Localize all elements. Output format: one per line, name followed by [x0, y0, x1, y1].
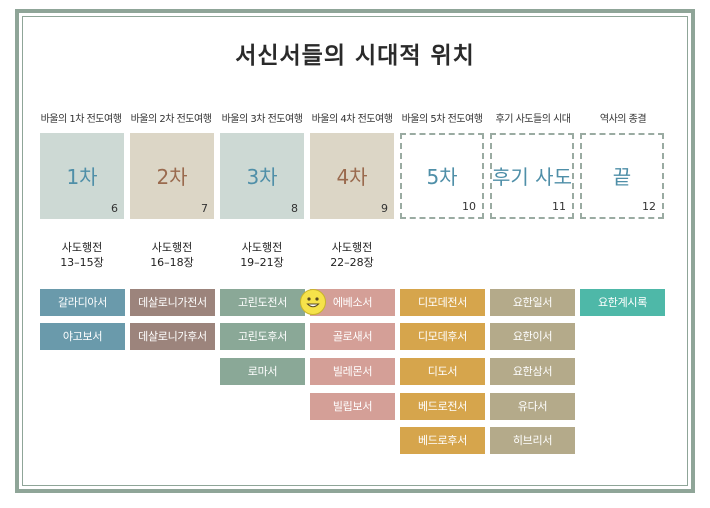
- journey-box-number: 12: [642, 200, 656, 213]
- journey-box-label: 5차: [426, 165, 458, 189]
- book-tag-2-corinthians: 고린도후서: [220, 323, 305, 350]
- journey-box-number: 11: [552, 200, 566, 213]
- book-tag-2-peter: 베드로후서: [400, 427, 485, 454]
- column-label-3: 바울의 3차 전도여행: [221, 114, 303, 125]
- outer-frame: [15, 9, 695, 493]
- acts-chapters: 22–28장: [330, 256, 374, 269]
- column-label-6: 후기 사도들의 시대: [495, 114, 571, 125]
- journey-box-1: 1차 6: [40, 133, 124, 219]
- acts-reference-3: 사도행전 19–21장: [218, 240, 306, 270]
- column-label-5: 바울의 5차 전도여행: [401, 114, 483, 125]
- book-tag-2-john: 요한이서: [490, 323, 575, 350]
- column-label-7: 역사의 종결: [599, 114, 647, 125]
- column-label-4: 바울의 4차 전도여행: [311, 114, 393, 125]
- journey-box-2: 2차 7: [130, 133, 214, 219]
- acts-chapters: 16–18장: [150, 256, 194, 269]
- acts-reference-4: 사도행전 22–28장: [308, 240, 396, 270]
- acts-book: 사도행전: [151, 241, 193, 254]
- book-tag-hebrews: 히브리서: [490, 427, 575, 454]
- journey-box-label: 1차: [66, 165, 98, 189]
- book-tag-philemon: 빌레몬서: [310, 358, 395, 385]
- acts-chapters: 13–15장: [60, 256, 104, 269]
- book-tag-2-thessalonians: 데살로니가후서: [130, 323, 215, 350]
- inner-frame: [22, 16, 688, 486]
- journey-box-7: 끝 12: [580, 133, 664, 219]
- journey-box-label: 후기 사도: [492, 165, 572, 189]
- journey-box-3: 3차 8: [220, 133, 304, 219]
- column-label-1: 바울의 1차 전도여행: [40, 114, 122, 125]
- acts-reference-1: 사도행전 13–15장: [38, 240, 126, 270]
- journey-box-label: 2차: [156, 165, 188, 189]
- journey-box-6: 후기 사도 11: [490, 133, 574, 219]
- acts-book: 사도행전: [61, 241, 103, 254]
- journey-box-number: 8: [291, 202, 298, 215]
- book-tag-1-timothy: 디모데전서: [400, 289, 485, 316]
- column-label-2: 바울의 2차 전도여행: [130, 114, 212, 125]
- book-tag-romans: 로마서: [220, 358, 305, 385]
- book-tag-philippians: 빌립보서: [310, 393, 395, 420]
- book-tag-1-corinthians: 고린도전서: [220, 289, 305, 316]
- acts-book: 사도행전: [331, 241, 373, 254]
- book-tag-3-john: 요한삼서: [490, 358, 575, 385]
- book-tag-titus: 디도서: [400, 358, 485, 385]
- book-tag-1-thessalonians: 데살로니가전서: [130, 289, 215, 316]
- journey-box-number: 9: [381, 202, 388, 215]
- journey-box-label: 끝: [612, 165, 632, 189]
- book-tag-colossians: 골로새서: [310, 323, 395, 350]
- journey-box-label: 4차: [336, 165, 368, 189]
- book-tag-james: 야고보서: [40, 323, 125, 350]
- book-tag-jude: 유다서: [490, 393, 575, 420]
- journey-box-4: 4차 9: [310, 133, 394, 219]
- acts-reference-2: 사도행전 16–18장: [128, 240, 216, 270]
- acts-book: 사도행전: [241, 241, 283, 254]
- journey-box-number: 7: [201, 202, 208, 215]
- journey-box-5: 5차 10: [400, 133, 484, 219]
- journey-box-number: 10: [462, 200, 476, 213]
- smiley-face-icon: [300, 289, 326, 315]
- page-title: 서신서들의 시대적 위치: [235, 43, 475, 69]
- book-tag-1-john: 요한일서: [490, 289, 575, 316]
- book-tag-2-timothy: 디모데후서: [400, 323, 485, 350]
- journey-box-label: 3차: [246, 165, 278, 189]
- journey-box-number: 6: [111, 202, 118, 215]
- book-tag-1-peter: 베드로전서: [400, 393, 485, 420]
- acts-chapters: 19–21장: [240, 256, 284, 269]
- book-tag-galatians: 갈라디아서: [40, 289, 125, 316]
- book-tag-revelation: 요한계시록: [580, 289, 665, 316]
